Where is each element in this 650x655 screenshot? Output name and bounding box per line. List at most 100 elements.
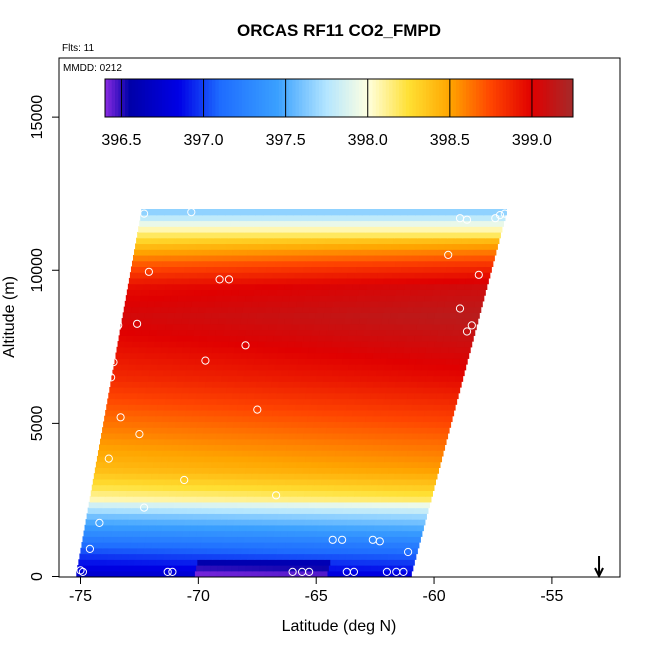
heat-cell	[88, 542, 97, 549]
heat-cell	[287, 530, 296, 537]
heat-cell	[250, 542, 258, 549]
heat-cell	[155, 559, 163, 566]
heat-cell	[287, 306, 296, 313]
heat-cell	[118, 455, 127, 463]
heat-cell	[256, 513, 265, 520]
heat-cell	[289, 461, 298, 468]
heat-cell	[434, 312, 443, 319]
sample-point	[375, 537, 384, 546]
heat-cell	[293, 536, 302, 543]
heat-cell	[364, 507, 372, 514]
heat-cell	[458, 364, 467, 371]
heat-cell	[360, 404, 369, 411]
colorbar-segment	[228, 79, 233, 117]
colorbar-segment	[215, 79, 220, 117]
heat-cell	[157, 243, 166, 250]
heat-cell	[276, 323, 285, 331]
heat-cell	[296, 266, 305, 273]
heat-cell	[87, 507, 96, 514]
heat-cell	[210, 530, 219, 537]
heat-cell	[185, 214, 195, 222]
heat-cell	[426, 254, 435, 262]
heat-cell	[165, 398, 174, 405]
heat-cell	[184, 220, 193, 227]
heat-cell	[342, 295, 351, 302]
heat-cell	[313, 513, 321, 520]
heat-cell	[297, 226, 306, 233]
heat-cell	[307, 283, 316, 290]
heat-cell	[313, 387, 322, 394]
heat-cell	[298, 484, 307, 491]
heat-cell	[202, 432, 210, 440]
heat-cell	[233, 243, 242, 250]
heat-cell	[374, 467, 382, 474]
heat-cell	[126, 524, 135, 532]
heat-cell	[361, 461, 369, 468]
heat-cell	[129, 547, 138, 555]
heat-cell	[243, 300, 252, 308]
heat-cell	[320, 387, 329, 394]
heat-cell	[389, 519, 398, 526]
heat-cell	[255, 243, 264, 250]
heat-cell	[335, 323, 344, 331]
heat-cell	[409, 409, 418, 417]
heat-cell	[359, 467, 368, 474]
heat-cell	[286, 409, 295, 417]
heat-cell	[428, 392, 437, 400]
heat-cell	[131, 346, 140, 354]
heat-cell	[323, 312, 332, 319]
heat-cell	[163, 214, 172, 222]
heat-cell	[225, 524, 234, 532]
heat-cell	[278, 570, 287, 578]
heat-cell	[311, 266, 320, 273]
heat-cell	[133, 565, 141, 572]
heat-cell	[172, 283, 181, 290]
heat-cell	[398, 369, 407, 377]
colorbar-segment	[272, 79, 276, 117]
heat-cell	[140, 415, 149, 423]
heat-cell	[170, 295, 179, 302]
heat-cell	[284, 214, 293, 222]
heat-cell	[223, 432, 232, 440]
heat-cell	[419, 455, 428, 463]
heat-cell	[408, 415, 417, 423]
heat-cell	[282, 329, 291, 336]
heat-cell	[298, 421, 307, 428]
heat-cell	[294, 438, 303, 446]
heat-cell	[306, 289, 315, 296]
heat-cell	[94, 507, 103, 514]
heat-cell	[301, 209, 310, 216]
heat-cell	[235, 306, 244, 313]
colorbar-segment	[469, 79, 474, 117]
heat-cell	[412, 427, 421, 434]
heat-cell	[352, 467, 361, 474]
colorbar-segment	[542, 79, 547, 117]
heat-cell	[228, 478, 237, 486]
heat-cell	[331, 277, 340, 285]
heat-cell	[124, 461, 133, 468]
heat-cell	[227, 450, 236, 457]
heat-cell	[199, 260, 208, 268]
heat-cell	[111, 415, 120, 423]
heat-cell	[444, 415, 453, 423]
heat-cell	[321, 254, 330, 262]
heat-cell	[446, 295, 455, 302]
heat-cell	[415, 300, 424, 308]
heat-cell	[430, 444, 438, 451]
heat-cell	[389, 375, 398, 382]
heat-cell	[165, 243, 174, 250]
heat-cell	[204, 312, 213, 319]
heat-cell	[317, 496, 325, 503]
sample-point	[349, 567, 358, 577]
heat-cell	[248, 547, 257, 555]
heat-cell	[311, 427, 320, 434]
heat-cell	[343, 289, 352, 296]
heat-cell	[224, 565, 232, 572]
heat-cell	[133, 335, 142, 342]
heat-cell	[316, 277, 325, 285]
heat-cell	[238, 364, 247, 371]
heat-cell	[317, 306, 326, 313]
heat-cell	[294, 341, 303, 348]
colorbar-segment	[262, 79, 266, 117]
heat-cell	[218, 455, 227, 463]
